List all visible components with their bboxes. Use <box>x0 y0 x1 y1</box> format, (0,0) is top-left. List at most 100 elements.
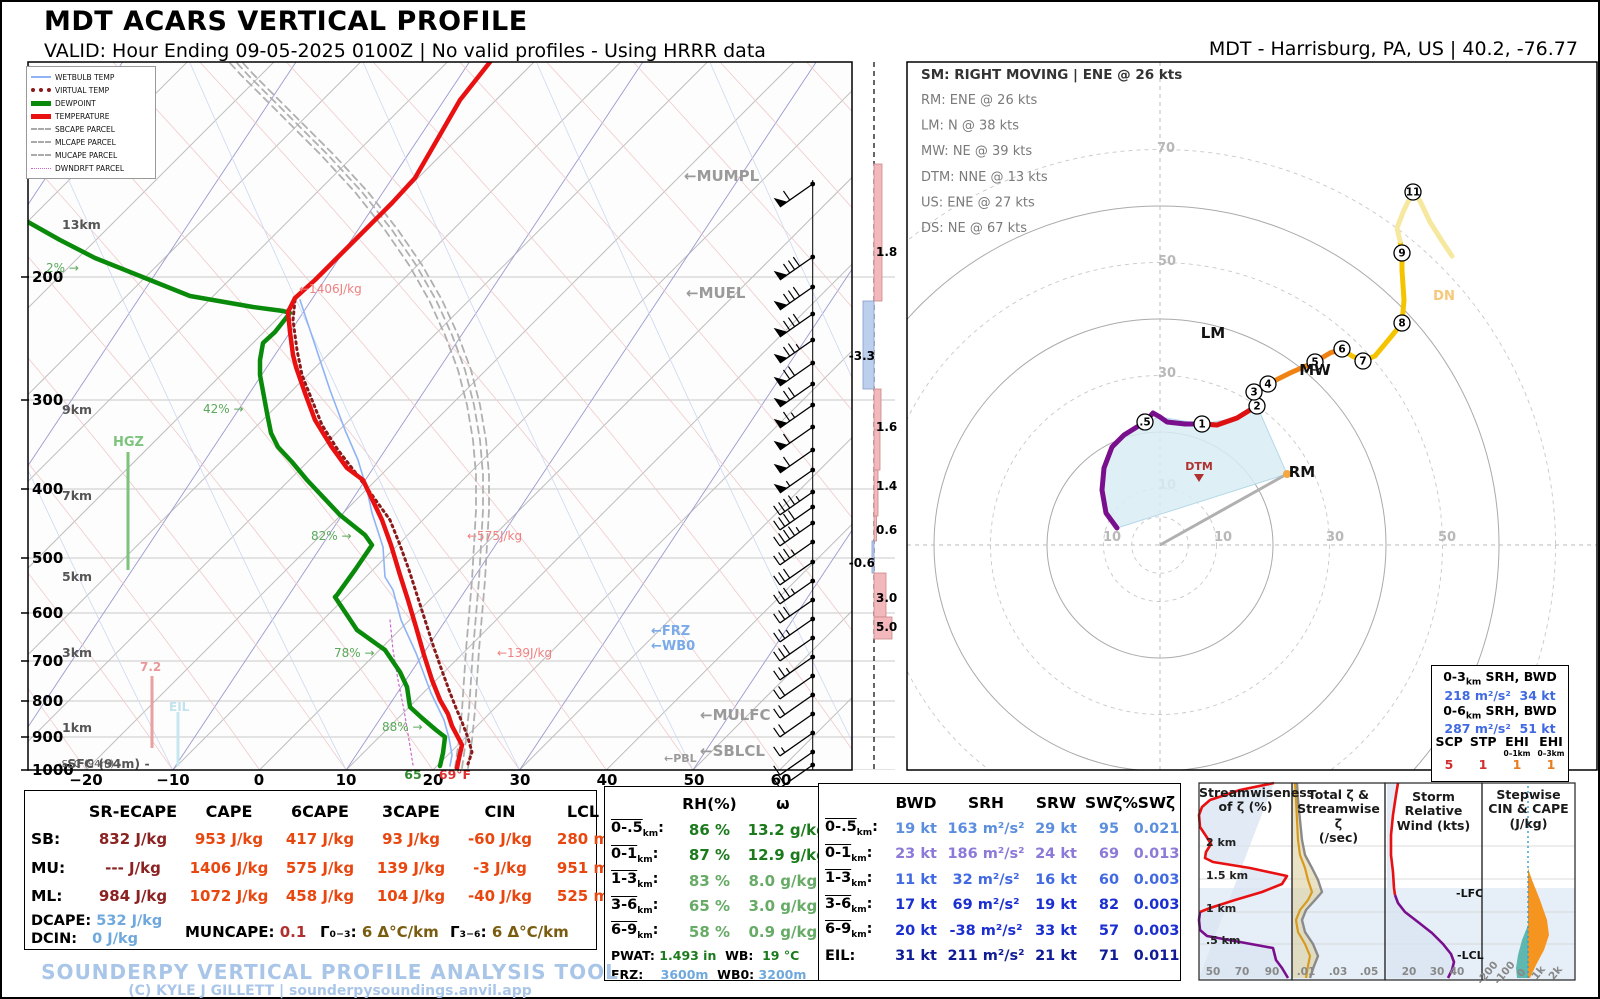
station-label: MDT - Harrisburg, PA, US | 40.2, -76.77 <box>1208 38 1578 60</box>
ring-label: 10 <box>1103 530 1121 545</box>
thermo-header: 6CAPE <box>291 801 349 821</box>
panel-xtick: .01 <box>1297 966 1316 978</box>
corner-cell <box>25 797 83 825</box>
kinematics-row-label: EIL: <box>825 948 856 965</box>
skewt-annotation: ←MUEL <box>686 284 746 302</box>
downdraft-curve <box>389 619 414 766</box>
thermo-row-label: MU: <box>31 858 66 877</box>
kinematics-value: -38 m²/s² <box>949 922 1023 939</box>
kinematics-header: SRW <box>1035 794 1077 812</box>
kinematics-value: 57 <box>1098 922 1120 939</box>
panel-xtick: 50 <box>1206 966 1221 978</box>
skewt-legend: WETBULB TEMP VIRTUAL TEMP DEWPOINT TEMPERAT… <box>26 66 156 179</box>
temp-tick-label: 60 <box>771 771 792 789</box>
legend-item: MLCAPE PARCEL <box>31 136 151 148</box>
legend-swatch <box>31 128 51 130</box>
valid-time-label: VALID: Hour Ending 09-05-2025 0100Z | No… <box>44 40 766 62</box>
kinematics-value: 19 kt <box>895 820 937 837</box>
legend-item: DWNDRFT PARCEL <box>31 162 151 174</box>
thermo-value: -40 J/kg <box>467 887 533 906</box>
srh-indices-box: 0-3km SRH, BWD 218 m²/s² 34 kt 0-6km SRH… <box>1431 665 1569 782</box>
temp-tick-label: −10 <box>156 771 189 789</box>
legend-item: MUCAPE PARCEL <box>31 149 151 161</box>
omega-profile-strip: 1.8 -3.3 1.6 1.4 0.6 -0.6 3.0 5.0 <box>849 62 897 770</box>
thermo-value: --- J/kg <box>105 858 161 877</box>
ring-label: 50 <box>1158 254 1176 269</box>
rh-value: 83 % <box>688 871 731 890</box>
omega-value-label: 5.0 <box>876 620 897 634</box>
ring-label: 10 <box>1214 530 1232 545</box>
storm-motion-title: SM: RIGHT MOVING | ENE @ 26 kts <box>921 67 1182 83</box>
legend-item: DEWPOINT <box>31 97 151 109</box>
hodo-height-marker: 11 <box>1406 187 1421 199</box>
kinematics-value: 82 <box>1098 897 1120 914</box>
frz-wb0-row: FRZ: 3600m WB0: 3200m <box>611 966 807 982</box>
thermo-header: 3CAPE <box>382 801 440 821</box>
kinematics-value: 32 m²/s² <box>952 871 1020 888</box>
storm-motion-item: LM: N @ 38 kts <box>921 119 1019 134</box>
skewt-annotation: ←MUMPL <box>684 167 760 185</box>
kinematics-value: 186 m²/s² <box>947 846 1025 863</box>
kinematics-value: 29 kt <box>1035 820 1077 837</box>
kinematics-value: 60 <box>1098 871 1120 888</box>
hodo-height-marker: .5 <box>1139 417 1150 429</box>
thermo-header: LCL <box>566 801 600 821</box>
storm-motion-item: DTM: NNE @ 13 kts <box>921 170 1048 185</box>
panel-xtick: 40 <box>1450 966 1465 978</box>
thermo-header: CAPE <box>205 801 253 821</box>
height-label: -SFC (94m) - <box>62 756 150 771</box>
skewt-annotation: ←WB0 <box>651 639 695 654</box>
kinematics-header: BWD <box>895 794 937 812</box>
kinematics-value: 0.003 <box>1133 871 1180 888</box>
temperature-curve <box>285 62 493 770</box>
hodo-label-mw: MW <box>1299 361 1331 379</box>
kinematics-value: 0.013 <box>1133 846 1180 863</box>
thermo-value: -3 J/kg <box>473 858 527 877</box>
hodo-label-dtm: DTM <box>1185 460 1213 473</box>
height-label: 3km <box>62 645 92 660</box>
ring-label: 30 <box>1326 530 1344 545</box>
kinematics-value: 0.011 <box>1133 948 1180 965</box>
thermo-value: 832 J/kg <box>98 830 168 849</box>
temp-tick-label: 50 <box>684 771 705 789</box>
skewt-annotation: ←MULFC <box>700 706 771 724</box>
omega-value-label: -3.3 <box>849 349 875 363</box>
hodo-height-marker: 2 <box>1253 401 1260 413</box>
legend-label: VIRTUAL TEMP <box>55 85 110 95</box>
panel-annotation: -LCL <box>1457 949 1484 962</box>
mixing-ratio-value: 3.0 g/kg <box>748 897 818 916</box>
hodo-height-marker: 5 <box>1311 357 1318 369</box>
skewt-annotation: 7.2 <box>140 660 161 674</box>
hodograph-border <box>906 61 1598 771</box>
skewt-background <box>28 62 895 770</box>
inset-panels: 2 km 1.5 km 1 km .5 km 50 70 90 .01 .03 .05 20 30 40… <box>1197 781 1576 987</box>
panel-xtick: .05 <box>1360 966 1379 978</box>
moisture-row-label: 6-9km: <box>611 922 659 942</box>
skewt-annotation: 82% → <box>311 529 352 543</box>
panel-height-label: 2 km <box>1206 836 1236 849</box>
omega-value-label: 1.8 <box>876 245 897 259</box>
mixing-ratio-value: 13.2 g/kg <box>747 820 827 839</box>
temp-tick-label: 20 <box>423 771 444 789</box>
omega-value-label: 1.6 <box>876 420 897 434</box>
moisture-header: RH(%) <box>682 795 737 813</box>
height-label: 13km <box>62 217 101 232</box>
kinematics-value: 0.003 <box>1133 897 1180 914</box>
gamma-0-3: Γ₀₋₃: 6 Δ°C/km <box>320 922 439 941</box>
kinematics-row-label: 6-9km: <box>825 921 873 941</box>
kinematics-header: SWζ% <box>1085 794 1138 812</box>
legend-label: TEMPERATURE <box>55 111 110 121</box>
legend-label: DWNDRFT PARCEL <box>55 163 125 173</box>
kinematics-value: 0.003 <box>1133 922 1180 939</box>
thermo-value: -60 J/kg <box>467 830 533 849</box>
legend-swatch <box>31 76 51 78</box>
kinematics-value: 95 <box>1098 820 1120 837</box>
srh-0-6-values: 287 m²/s² 51 kt <box>1444 721 1556 736</box>
mixing-ratio-value: 8.0 g/kg <box>748 871 818 890</box>
kinematics-value: 0.021 <box>1133 820 1180 837</box>
skewt-annotation: EIL <box>169 700 190 714</box>
panel-height-label: 1.5 km <box>1206 869 1248 882</box>
kinematics-table: BWD SRH SRW SWζ% SWζ 0-.5km: 19 kt 163 m²/s² 29 … <box>818 783 1181 981</box>
